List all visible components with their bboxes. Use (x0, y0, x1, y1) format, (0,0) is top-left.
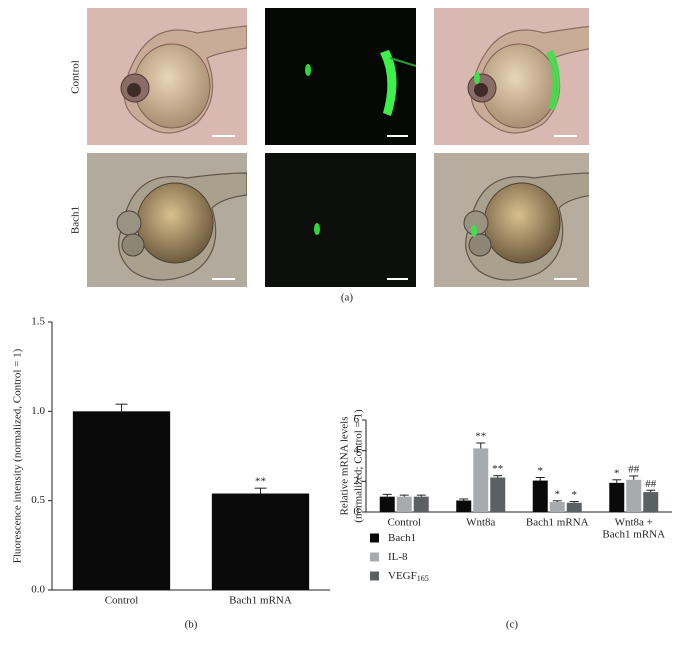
x-tick-label: Bach1 mRNA (229, 595, 292, 607)
annotation: ** (475, 431, 486, 443)
bar (72, 411, 171, 590)
legend-swatch (370, 571, 379, 581)
bar (532, 480, 548, 512)
row-label: Control (70, 60, 82, 94)
y-tick-label: 1.0 (31, 405, 45, 417)
legend-label: IL-8 (388, 551, 408, 563)
legend-swatch (370, 533, 379, 543)
panel-a-images (87, 8, 589, 287)
bar (643, 492, 659, 512)
bar (473, 448, 489, 512)
y-tick-label: 6 (354, 414, 360, 426)
bar (211, 493, 310, 590)
bar (490, 477, 506, 512)
bar (379, 496, 395, 512)
y-axis-label: Relative mRNA levels (339, 417, 351, 516)
legend-name: IL-8 (388, 551, 408, 563)
panel-label: (c) (506, 619, 519, 631)
x-tick-label: Wnt8a (466, 517, 495, 529)
bar (626, 479, 642, 512)
legend-label: Bach1 (388, 532, 416, 544)
y-axis-label: (normalized; Control = 1) (353, 409, 365, 523)
panel-label: (b) (185, 619, 198, 631)
row-label: Bach1 (70, 206, 82, 234)
annotation: * (572, 489, 578, 501)
y-tick-label: 0 (354, 506, 360, 518)
bar (566, 502, 582, 512)
annotation: * (614, 467, 620, 479)
y-tick-label: 1.5 (31, 316, 45, 328)
bar (609, 482, 625, 512)
annotation: * (538, 465, 544, 477)
annotation: ## (645, 478, 657, 490)
x-tick-label: Wnt8a + (615, 517, 653, 529)
legend-name: VEGF (388, 570, 417, 582)
annotation: ## (628, 463, 640, 475)
x-tick-label: Bach1 mRNA (526, 517, 589, 529)
y-tick-label: 4 (354, 444, 360, 456)
y-tick-label: 0.5 (31, 494, 45, 506)
legend-label: VEGF165 (388, 570, 429, 583)
annotation: ** (492, 463, 503, 475)
annotation: ** (255, 476, 266, 488)
y-axis-label: Fluorescence intensity (normalized, Cont… (12, 348, 24, 563)
bar (456, 500, 472, 512)
x-tick-label: Control (387, 517, 421, 529)
legend-subscript: 165 (417, 574, 429, 583)
bar (413, 496, 429, 512)
x-tick-label: Control (105, 595, 139, 607)
legend-name: Bach1 (388, 532, 416, 544)
legend-swatch (370, 552, 379, 562)
bar (396, 496, 412, 512)
y-tick-label: 0.0 (31, 584, 45, 596)
bar (549, 502, 565, 512)
x-tick-label: Bach1 mRNA (602, 529, 665, 541)
panel-label: (a) (341, 292, 354, 304)
annotation: * (555, 488, 561, 500)
y-tick-label: 2 (354, 475, 360, 487)
